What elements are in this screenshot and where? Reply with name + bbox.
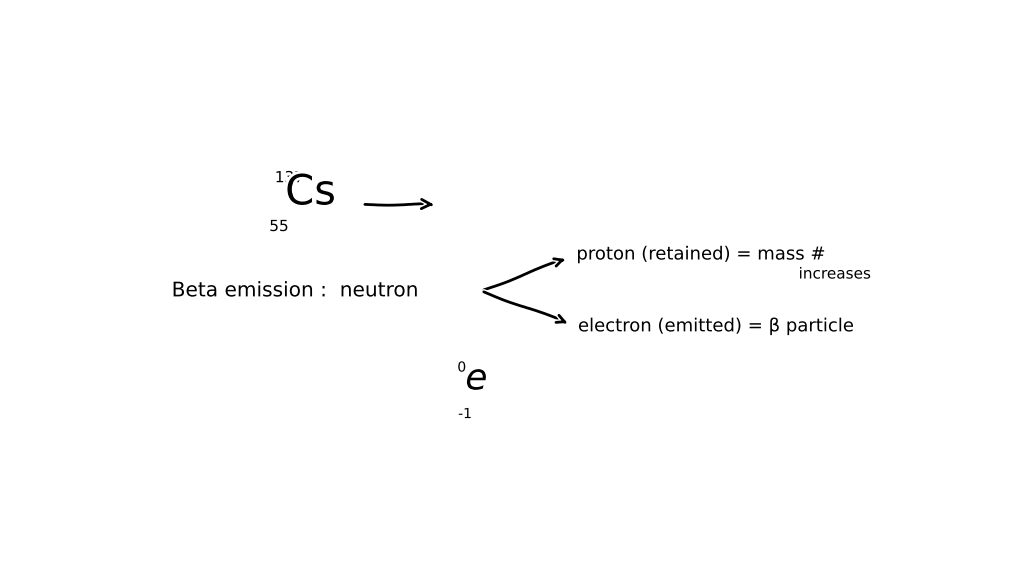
Text: 137: 137 xyxy=(274,170,304,185)
Text: Cs: Cs xyxy=(285,172,336,213)
Text: electron (emitted) = β particle: electron (emitted) = β particle xyxy=(578,317,854,335)
Text: increases: increases xyxy=(799,267,871,282)
Text: 0: 0 xyxy=(458,361,466,374)
Text: 55: 55 xyxy=(269,219,289,234)
Text: e: e xyxy=(465,362,487,396)
Text: Beta emission :  neutron: Beta emission : neutron xyxy=(172,282,419,300)
Text: -1: -1 xyxy=(458,407,472,421)
Text: proton (retained) = mass #: proton (retained) = mass # xyxy=(577,245,825,263)
